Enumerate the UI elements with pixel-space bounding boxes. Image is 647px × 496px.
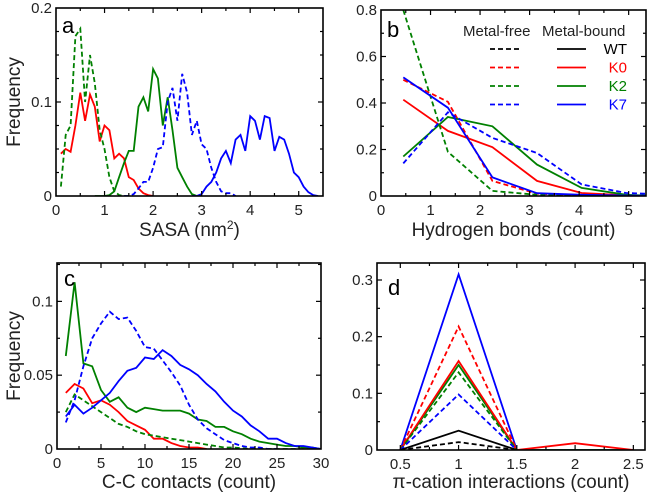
series-line-k2-metal-bound — [94, 66, 198, 196]
y-tick-label: 0.2 — [356, 142, 377, 159]
x-tick-label: 3 — [197, 202, 205, 219]
series-line-k0-metal-free — [399, 324, 518, 450]
series-line-k7-metal-bound — [402, 76, 646, 196]
legend-label: K7 — [609, 97, 627, 114]
x-tick-label: 15 — [181, 455, 198, 472]
series-group — [60, 25, 319, 196]
x-tick-label: 25 — [269, 455, 286, 472]
x-tick-label: 3 — [525, 202, 533, 219]
y-tick-label: 0.05 — [24, 367, 53, 384]
y-axis-label: Frequency — [4, 311, 25, 401]
series-line-k0-metal-bound — [402, 98, 646, 196]
y-tick-label: 0 — [44, 188, 52, 205]
series-line-k7-metal-bound — [399, 271, 634, 450]
legend-label: K2 — [609, 78, 627, 95]
panel-letter: c — [64, 266, 75, 291]
series-line-k7-metal-free — [124, 73, 237, 196]
panel-letter: a — [62, 13, 75, 38]
series-line-k0-metal-bound — [60, 91, 154, 196]
series-line-k7-metal-bound — [191, 114, 319, 196]
legend-label: K0 — [609, 60, 627, 77]
series-line-k2-metal-free — [399, 370, 518, 450]
x-tick-label: 5 — [624, 202, 632, 219]
x-axis-label-close: ) — [234, 220, 240, 241]
x-axis-label-superscript: 2 — [227, 218, 234, 232]
plot-frame — [376, 262, 646, 451]
x-tick-label: 5 — [97, 455, 105, 472]
panel-c: 0 5 10 15 20 25 30 0 0.05 0.1 C-C contacts (count)… — [4, 262, 330, 493]
panel-d: 0.5 1 1.5 2 2.5 0 0.1 0.2 0.3 π-cation interactio… — [352, 262, 646, 493]
x-tick-label: 4 — [575, 202, 583, 219]
y-tick-label: 0.3 — [352, 272, 373, 289]
series-line-k7-metal-bound — [65, 348, 321, 449]
series-line-k2-metal-free — [64, 393, 321, 449]
series-group — [64, 282, 321, 449]
x-tick-label: 1 — [100, 202, 108, 219]
y-tick-label: 0.2 — [352, 329, 373, 346]
x-tick-label: 2 — [149, 202, 157, 219]
x-tick-label: 10 — [137, 455, 154, 472]
y-tick-label: 0 — [45, 441, 53, 458]
x-tick-label: 1 — [426, 202, 434, 219]
y-tick-label: 0.6 — [356, 49, 377, 66]
y-tick-label: 0.1 — [352, 385, 373, 402]
series-line-k0-metal-bound — [65, 382, 207, 449]
x-axis-label: C-C contacts (count) — [102, 472, 276, 493]
series-line-k2-metal-free — [60, 25, 129, 196]
series-line-k7-metal-free — [64, 310, 277, 449]
x-tick-label: 20 — [225, 455, 242, 472]
x-tick-label: 0 — [377, 202, 385, 219]
ticks — [57, 263, 321, 449]
ticks — [377, 263, 645, 450]
x-tick-label: 0.5 — [390, 456, 411, 473]
series-line-k2-metal-bound — [399, 363, 634, 450]
legend-label: WT — [604, 41, 627, 58]
series-line-k7-metal-free — [402, 111, 646, 195]
series-line-wt-metal-bound — [400, 429, 518, 450]
series-line-k2-metal-bound — [64, 282, 321, 449]
y-axis-label: Frequency — [4, 57, 25, 147]
x-tick-label: 1 — [454, 456, 462, 473]
ticks — [381, 10, 646, 196]
x-tick-label: 0 — [53, 455, 61, 472]
x-tick-label: 30 — [313, 455, 330, 472]
y-tick-label: 0.4 — [356, 95, 377, 112]
legend-header-metal-bound: Metal-bound — [542, 23, 625, 40]
x-tick-label: 2.5 — [623, 456, 644, 473]
x-axis-label: π-cation interactions (count) — [393, 472, 630, 493]
x-tick-label: 5 — [295, 202, 303, 219]
x-axis-label: SASA (nm2) — [139, 218, 240, 241]
panel-a: 0 1 2 3 4 5 0 0.1 0.2 SASA (nm2) Frequency a — [4, 0, 324, 241]
x-tick-label: 4 — [246, 202, 254, 219]
x-tick-label: 1.5 — [506, 456, 527, 473]
x-tick-label: 0 — [52, 202, 60, 219]
y-tick-label: 0 — [369, 188, 377, 205]
panel-letter: b — [387, 17, 399, 42]
y-tick-label: 0 — [365, 442, 373, 459]
plot-frame — [56, 262, 322, 450]
series-line-k0-metal-bound — [399, 359, 634, 450]
series-group — [399, 271, 634, 450]
panel-letter: d — [388, 275, 400, 300]
y-tick-label: 0.1 — [31, 94, 52, 111]
x-tick-label: 2 — [571, 456, 579, 473]
y-tick-label: 0.8 — [356, 2, 377, 19]
series-line-k2-metal-free — [402, 9, 646, 196]
series-line-k2-metal-bound — [402, 116, 646, 196]
ticks — [56, 8, 323, 196]
y-tick-label: 0.2 — [31, 0, 52, 17]
series-line-k7-metal-free — [399, 393, 518, 450]
panel-b: 0 1 2 3 4 5 0 0.2 0.4 0.6 0.8 Hydrogen bonds (count… — [356, 2, 647, 241]
x-axis-label: Hydrogen bonds (count) — [412, 220, 616, 241]
x-axis-label-main: SASA (nm — [139, 220, 227, 241]
legend-header-metal-free: Metal-free — [463, 23, 531, 40]
y-tick-label: 0.1 — [32, 293, 53, 310]
series-line-wt-metal-free — [400, 441, 517, 450]
x-tick-label: 2 — [476, 202, 484, 219]
